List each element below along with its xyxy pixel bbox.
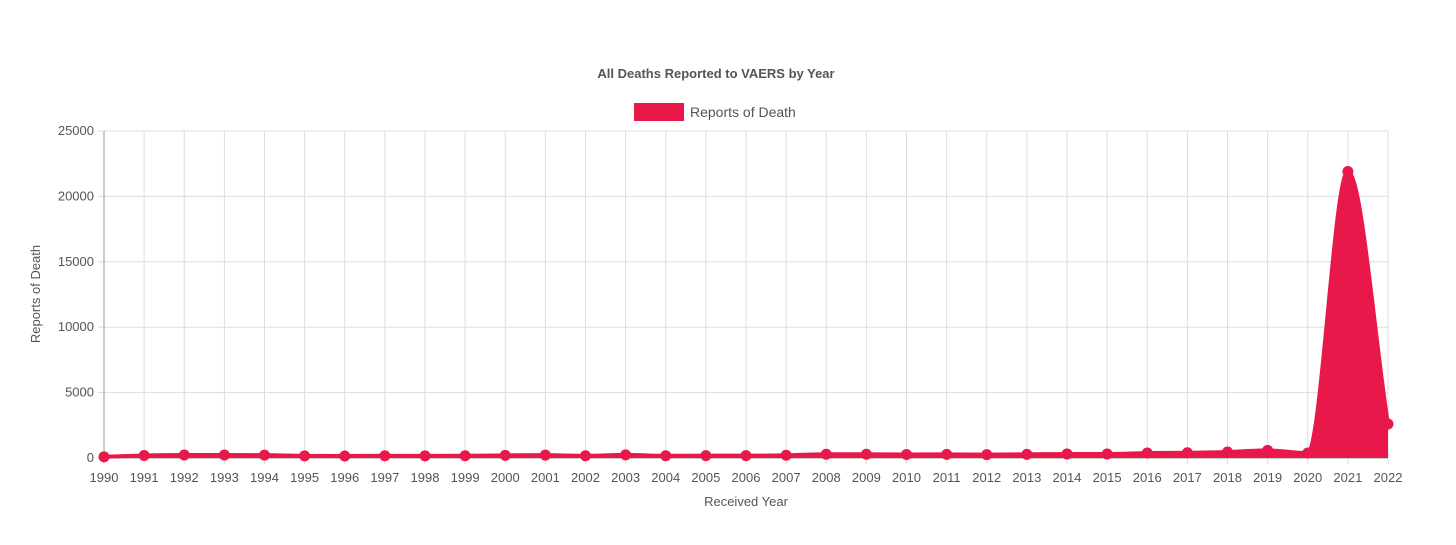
data-point-1993[interactable] [218,449,230,461]
data-point-2003[interactable] [620,449,632,461]
x-tick-label: 2012 [972,470,1001,485]
data-point-2013[interactable] [1021,448,1033,460]
x-tick-label: 2010 [892,470,921,485]
legend[interactable]: Reports of Death [634,103,796,121]
y-tick-label: 20000 [58,188,94,203]
data-point-1992[interactable] [178,449,190,461]
grid-lines [98,130,1389,464]
y-tick-label: 25000 [58,123,94,138]
data-point-2007[interactable] [780,449,792,461]
y-axis-title: Reports of Death [28,245,43,343]
data-point-1990[interactable] [98,451,110,463]
x-tick-label: 2018 [1213,470,1242,485]
x-tick-label: 2017 [1173,470,1202,485]
x-tick-labels: 1990 1991 1992 1993 1994 1995 1996 1997 1998 1999… [90,470,1403,485]
x-tick-label: 2019 [1253,470,1282,485]
x-tick-label: 2015 [1093,470,1122,485]
data-point-1999[interactable] [459,450,471,462]
data-point-2002[interactable] [580,450,591,462]
y-tick-labels: 0 5000 10000 15000 20000 25000 [58,123,94,465]
y-tick-label: 10000 [58,319,94,334]
x-tick-label: 2011 [933,470,961,485]
x-tick-label: 2009 [852,470,881,485]
x-tick-label: 2000 [491,470,520,485]
x-tick-label: 2006 [732,470,761,485]
x-tick-label: 1999 [451,470,480,485]
x-tick-label: 2013 [1012,470,1041,485]
data-point-2015[interactable] [1101,448,1113,460]
data-point-2014[interactable] [1061,448,1073,460]
data-point-2011[interactable] [941,448,953,460]
x-tick-label: 2021 [1333,470,1362,485]
x-tick-label: 1991 [130,470,159,485]
data-point-2012[interactable] [981,449,993,461]
x-tick-label: 1998 [411,470,440,485]
data-point-2010[interactable] [901,448,912,460]
x-tick-label: 2016 [1133,470,1162,485]
x-tick-label: 1994 [250,470,279,485]
data-point-2018[interactable] [1222,446,1233,458]
x-tick-label: 2001 [531,470,560,485]
data-points [98,166,1394,463]
x-tick-label: 2004 [651,470,680,485]
x-tick-label: 2005 [691,470,720,485]
x-tick-label: 1992 [170,470,199,485]
data-point-2016[interactable] [1141,447,1153,459]
x-tick-label: 1990 [90,470,119,485]
data-point-1995[interactable] [299,450,311,462]
data-point-2017[interactable] [1181,447,1193,459]
x-tick-label: 1997 [370,470,399,485]
legend-swatch [634,103,684,121]
x-tick-label: 2007 [772,470,801,485]
x-tick-label: 2003 [611,470,640,485]
y-tick-label: 15000 [58,254,94,269]
data-point-2000[interactable] [499,449,511,461]
data-point-2008[interactable] [820,448,832,460]
x-tick-label: 1996 [330,470,359,485]
x-tick-label: 1995 [290,470,319,485]
data-point-1991[interactable] [138,450,150,462]
data-point-1996[interactable] [339,450,351,462]
x-tick-label: 2020 [1293,470,1322,485]
x-axis-title: Received Year [704,494,789,509]
data-point-2004[interactable] [660,450,672,462]
data-point-1998[interactable] [419,450,431,462]
data-point-1997[interactable] [379,450,391,462]
data-point-2019[interactable] [1262,444,1274,456]
data-point-2005[interactable] [700,450,712,462]
data-point-2021[interactable] [1342,166,1354,178]
y-tick-label: 5000 [65,385,94,400]
x-tick-label: 2008 [812,470,841,485]
x-tick-label: 2022 [1374,470,1403,485]
x-tick-label: 1993 [210,470,239,485]
data-point-2009[interactable] [860,448,872,460]
chart-title: All Deaths Reported to VAERS by Year [597,66,834,81]
data-point-2020[interactable] [1302,447,1314,459]
data-point-1994[interactable] [259,449,270,461]
legend-label: Reports of Death [690,104,796,120]
y-tick-label: 0 [87,450,94,465]
x-tick-label: 2002 [571,470,600,485]
x-tick-label: 2014 [1053,470,1082,485]
data-point-2022[interactable] [1382,418,1394,430]
data-point-2006[interactable] [740,450,752,462]
data-point-2001[interactable] [539,449,551,461]
